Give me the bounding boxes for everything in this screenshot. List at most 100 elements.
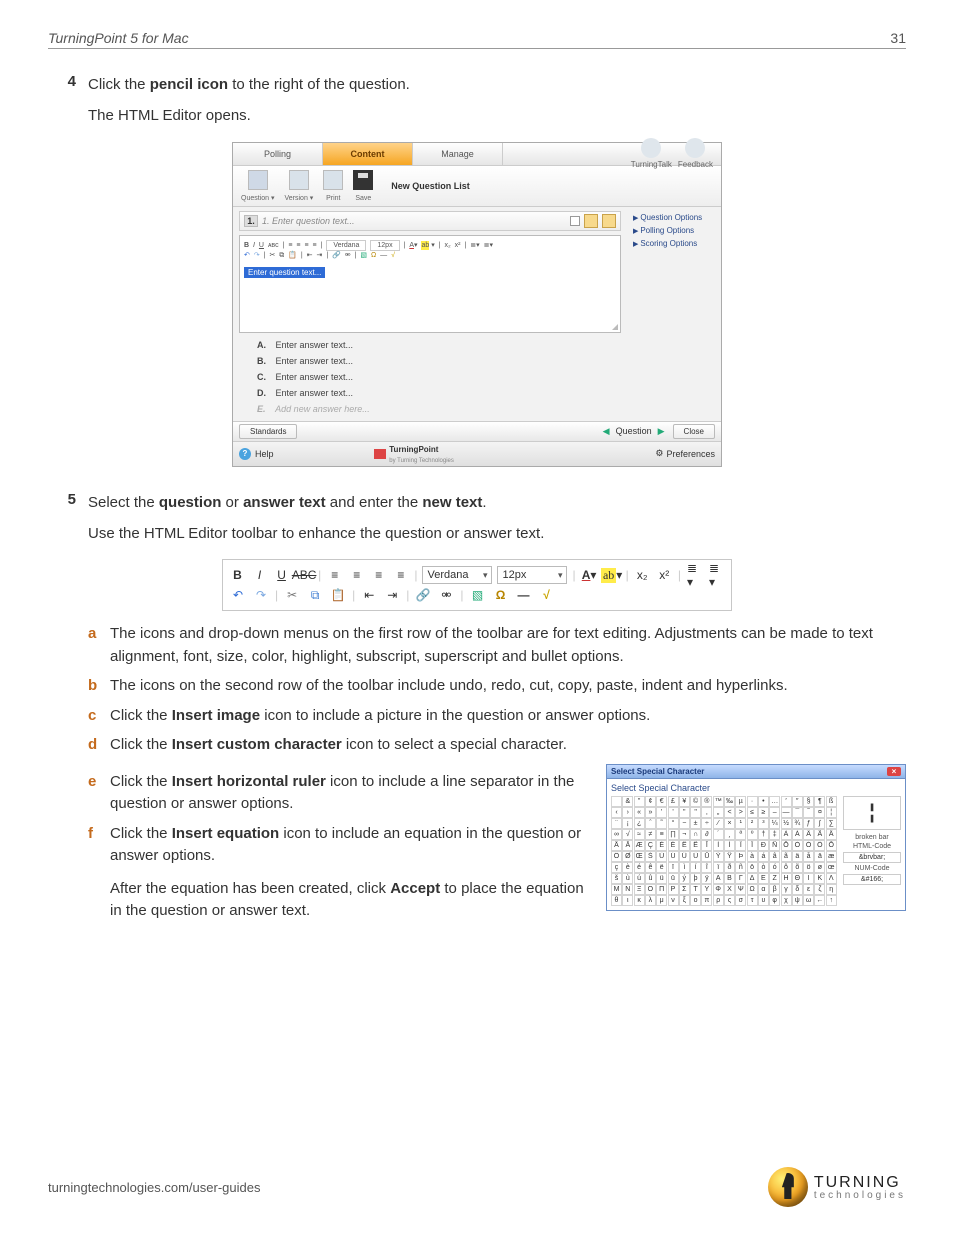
char-cell[interactable]: λ [645, 895, 656, 906]
char-cell[interactable]: ª [735, 829, 746, 840]
char-cell[interactable]: ¸ [724, 829, 735, 840]
align-justify-icon[interactable]: ≡ [313, 241, 317, 251]
link-icon[interactable]: 🔗 [332, 251, 341, 261]
char-cell[interactable]: " [690, 807, 701, 818]
char-cell[interactable]: Ì [713, 840, 724, 851]
char-cell[interactable]: Α [713, 873, 724, 884]
char-cell[interactable]: Æ [634, 840, 645, 851]
char-cell[interactable]: í [690, 862, 701, 873]
italic-button[interactable]: I [251, 566, 268, 584]
char-cell[interactable]: õ [792, 862, 803, 873]
char-cell[interactable]: ˜ [656, 818, 667, 829]
char-cell[interactable]: Ä [826, 829, 837, 840]
redo-icon[interactable]: ↷ [254, 251, 260, 261]
outdent-button[interactable]: ⇤ [360, 586, 378, 604]
tab-content[interactable]: Content [323, 143, 413, 165]
char-cell[interactable]: ç [611, 862, 622, 873]
char-cell[interactable]: ς [724, 895, 735, 906]
underline-button[interactable]: U [273, 566, 290, 584]
add-answer[interactable]: E. Add new answer here... [257, 401, 621, 417]
char-cell[interactable]: ∞ [611, 829, 622, 840]
char-cell[interactable]: Γ [735, 873, 746, 884]
char-cell[interactable]: á [758, 851, 769, 862]
char-cell[interactable]: ō [747, 862, 758, 873]
char-cell[interactable]: Û [679, 851, 690, 862]
char-cell[interactable]: ô [781, 862, 792, 873]
char-cell[interactable]: ε [803, 884, 814, 895]
unlink-icon[interactable]: ⚮ [345, 251, 351, 261]
char-cell[interactable]: † [758, 829, 769, 840]
char-cell[interactable]: È [656, 840, 667, 851]
char-cell[interactable]: © [690, 796, 701, 807]
undo-button[interactable]: ↶ [229, 586, 247, 604]
answer-c[interactable]: C. Enter answer text... [257, 369, 621, 385]
char-cell[interactable]: º [747, 829, 758, 840]
char-cell[interactable]: φ [769, 895, 780, 906]
bold-button[interactable]: B [229, 566, 246, 584]
char-cell[interactable]: × [724, 818, 735, 829]
char-cell[interactable]: Ο [645, 884, 656, 895]
char-cell[interactable]: ® [701, 796, 712, 807]
superscript-icon[interactable]: x² [455, 241, 461, 251]
char-cell[interactable]: Ù [656, 851, 667, 862]
char-cell[interactable]: Χ [724, 884, 735, 895]
char-cell[interactable]: … [769, 796, 780, 807]
strike-icon[interactable]: ᴀʙᴄ [268, 241, 279, 251]
char-cell[interactable]: ′ [781, 796, 792, 807]
char-cell[interactable]: υ [758, 895, 769, 906]
char-cell[interactable]: ê [645, 862, 656, 873]
char-cell[interactable]: α [758, 884, 769, 895]
font-family-dropdown[interactable]: Verdana [422, 566, 492, 584]
align-left-icon[interactable]: ≡ [288, 241, 292, 251]
char-cell[interactable]: ³ [758, 818, 769, 829]
subscript-button[interactable]: x₂ [634, 566, 651, 584]
char-cell[interactable]: ≤ [747, 807, 758, 818]
char-cell[interactable]: à [747, 851, 758, 862]
question-zoom-icon[interactable] [584, 214, 598, 228]
char-cell[interactable]: — [781, 807, 792, 818]
char-cell[interactable]: ƒ [803, 818, 814, 829]
char-cell[interactable]: Ρ [668, 884, 679, 895]
char-cell[interactable]: η [826, 884, 837, 895]
char-cell[interactable]: χ [781, 895, 792, 906]
char-cell[interactable]: Β [724, 873, 735, 884]
close-button[interactable]: Close [673, 424, 715, 439]
char-cell[interactable]: Ó [803, 840, 814, 851]
insert-equation-button[interactable]: √ [538, 586, 556, 604]
char-cell[interactable]: „ [713, 807, 724, 818]
standards-button[interactable]: Standards [239, 424, 297, 439]
subscript-icon[interactable]: x₂ [445, 241, 451, 251]
insert-hr-button[interactable]: — [515, 586, 533, 604]
char-cell[interactable]: Ū [701, 851, 712, 862]
char-cell[interactable]: Ψ [735, 884, 746, 895]
char-cell[interactable]: ¨ [611, 818, 622, 829]
char-cell[interactable]: ÿ [701, 873, 712, 884]
char-cell[interactable]: ¾ [792, 818, 803, 829]
char-cell[interactable]: ' [668, 807, 679, 818]
char-cell[interactable]: Ö [611, 851, 622, 862]
char-cell[interactable]: ∑ [826, 818, 837, 829]
char-cell[interactable]: π [701, 895, 712, 906]
char-cell[interactable]: Ð [758, 840, 769, 851]
char-cell[interactable]: Ε [758, 873, 769, 884]
char-cell[interactable]: ˆ [645, 818, 656, 829]
indent-icon[interactable]: ⇥ [317, 251, 323, 261]
char-cell[interactable]: ν [668, 895, 679, 906]
char-cell[interactable]: ¬ [679, 829, 690, 840]
char-cell[interactable]: µ [735, 796, 746, 807]
char-cell[interactable]: ¯ [792, 807, 803, 818]
char-cell[interactable]: ¿ [634, 818, 645, 829]
char-cell[interactable]: ý [679, 873, 690, 884]
char-cell[interactable]: ‾ [803, 807, 814, 818]
char-cell[interactable]: ≡ [656, 829, 667, 840]
align-justify-button[interactable]: ≡ [392, 566, 409, 584]
highlight-button[interactable]: ab ▾ [603, 566, 621, 584]
insert-hr-icon[interactable]: — [380, 251, 387, 261]
char-cell[interactable]: ∂ [701, 829, 712, 840]
char-cell[interactable]: Λ [826, 873, 837, 884]
indent-button[interactable]: ⇥ [383, 586, 401, 604]
char-cell[interactable]: Ú [668, 851, 679, 862]
bullet-list-button[interactable]: ≣ ▾ [686, 566, 703, 584]
print-icon[interactable] [323, 170, 343, 190]
editor-selected-text[interactable]: Enter question text... [244, 267, 325, 278]
